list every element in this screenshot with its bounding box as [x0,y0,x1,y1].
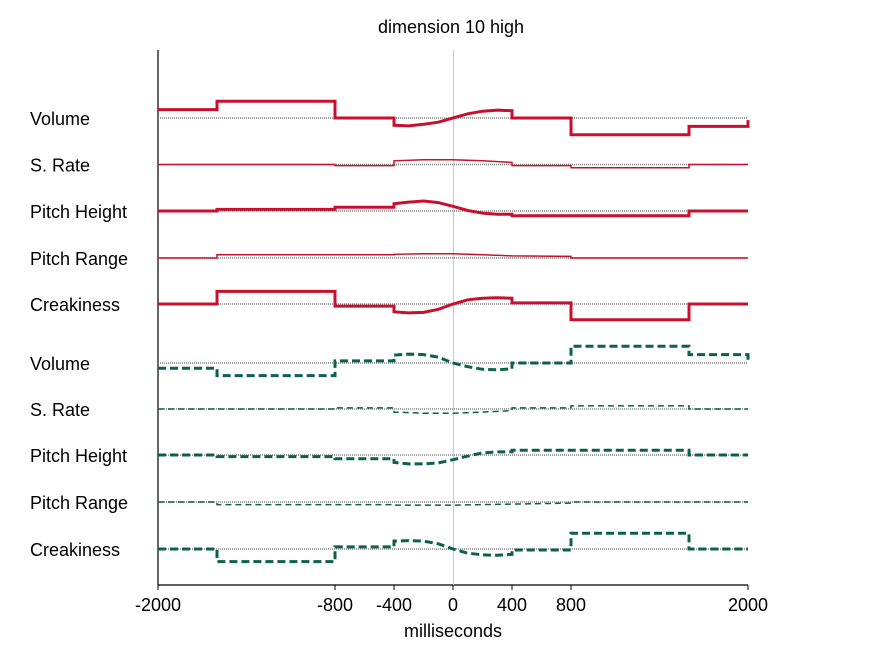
row-label-green-creakiness: Creakiness [30,540,120,560]
row-label-green-s-rate: S. Rate [30,400,90,420]
series-green-creakiness [158,531,748,564]
series-layer [158,99,750,564]
x-tick-label: 400 [497,595,527,615]
row-label-green-volume: Volume [30,354,90,374]
row-label-red-pitch-height: Pitch Height [30,202,127,222]
row-label-red-s-rate: S. Rate [30,156,90,176]
x-tick-label: 0 [448,595,458,615]
x-tick-label: 2000 [728,595,768,615]
series-green-s-rate [158,405,748,414]
series-green-pitch-range [158,501,748,506]
row-label-red-creakiness: Creakiness [30,295,120,315]
row-label-red-pitch-range: Pitch Range [30,249,128,269]
x-tick-label: -800 [317,595,353,615]
chart-title: dimension 10 high [378,17,524,37]
x-axis-label: milliseconds [404,621,502,641]
series-red-volume [158,99,750,137]
series-green-pitch-height [158,448,748,466]
row-label-red-volume: Volume [30,109,90,129]
series-red-pitch-height [158,199,748,218]
series-red-pitch-range [158,253,748,259]
row-label-green-pitch-range: Pitch Range [30,493,128,513]
x-tick-label: -400 [376,595,412,615]
x-tick-label: -2000 [135,595,181,615]
row-label-green-pitch-height: Pitch Height [30,446,127,466]
x-axis-ticks: -2000 -800 -400 0 400 800 2000 [135,585,768,615]
series-green-volume [158,344,750,378]
series-red-creakiness [158,289,748,322]
x-tick-label: 800 [556,595,586,615]
series-red-s-rate [158,159,748,169]
row-labels: Volume S. Rate Pitch Height Pitch Range Crea… [30,109,128,560]
